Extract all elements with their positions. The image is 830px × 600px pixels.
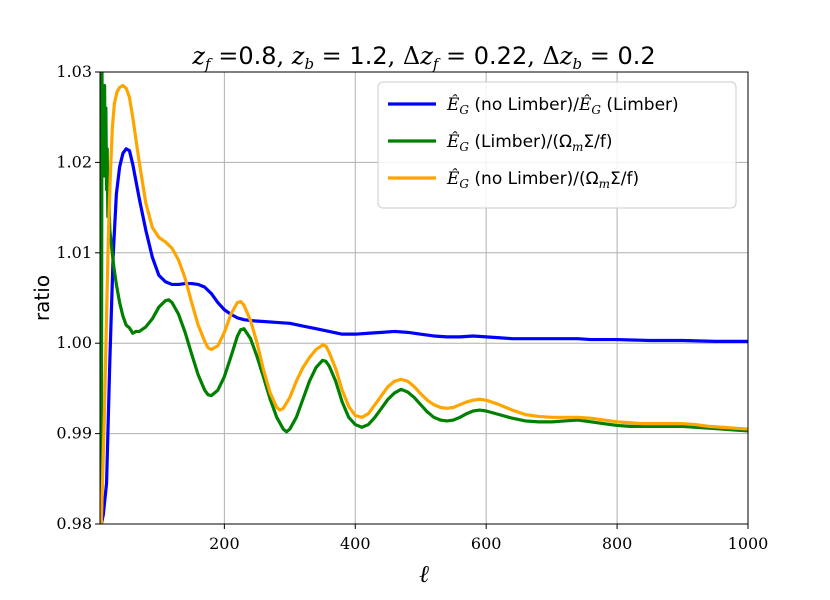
- x-tick-label: 600: [471, 534, 502, 553]
- y-tick-label: 1.00: [56, 333, 92, 352]
- axis-ticks: 200 400 600 800 1000 0.98 0.99 1.00 1.01 1.02 1.03: [56, 62, 768, 553]
- legend-label-2: ÊG (Limber)/(ΩmΣ/f): [446, 131, 613, 154]
- x-axis-label: ℓ: [419, 560, 429, 588]
- x-tick-label: 200: [209, 534, 240, 553]
- y-tick-label: 1.02: [56, 152, 92, 171]
- series-group: [100, 72, 748, 524]
- legend: ÊG (no Limber)/ÊG (Limber) ÊG (Limber)/(Ω…: [377, 81, 737, 209]
- y-tick-label: 0.98: [56, 514, 92, 533]
- x-tick-label: 1000: [728, 534, 769, 553]
- series-line-1: [100, 147, 748, 524]
- y-tick-label: 1.03: [56, 62, 92, 81]
- x-tick-label: 800: [602, 534, 633, 553]
- legend-label-3: ÊG (no Limber)/(ΩmΣ/f): [446, 168, 639, 191]
- plot-frame: [99, 71, 749, 525]
- legend-box: [377, 81, 737, 209]
- series-line-3: [100, 83, 748, 524]
- y-tick-label: 0.99: [56, 424, 92, 443]
- x-tick-label: 400: [340, 534, 371, 553]
- chart-title: zf =0.8, zb = 1.2, Δzf = 0.22, Δzb = 0.2: [191, 42, 655, 73]
- y-tick-label: 1.01: [56, 243, 92, 262]
- y-axis-label: ratio: [30, 275, 54, 321]
- legend-label-1: ÊG (no Limber)/ÊG (Limber): [446, 94, 679, 117]
- series-line-2: [100, 72, 748, 524]
